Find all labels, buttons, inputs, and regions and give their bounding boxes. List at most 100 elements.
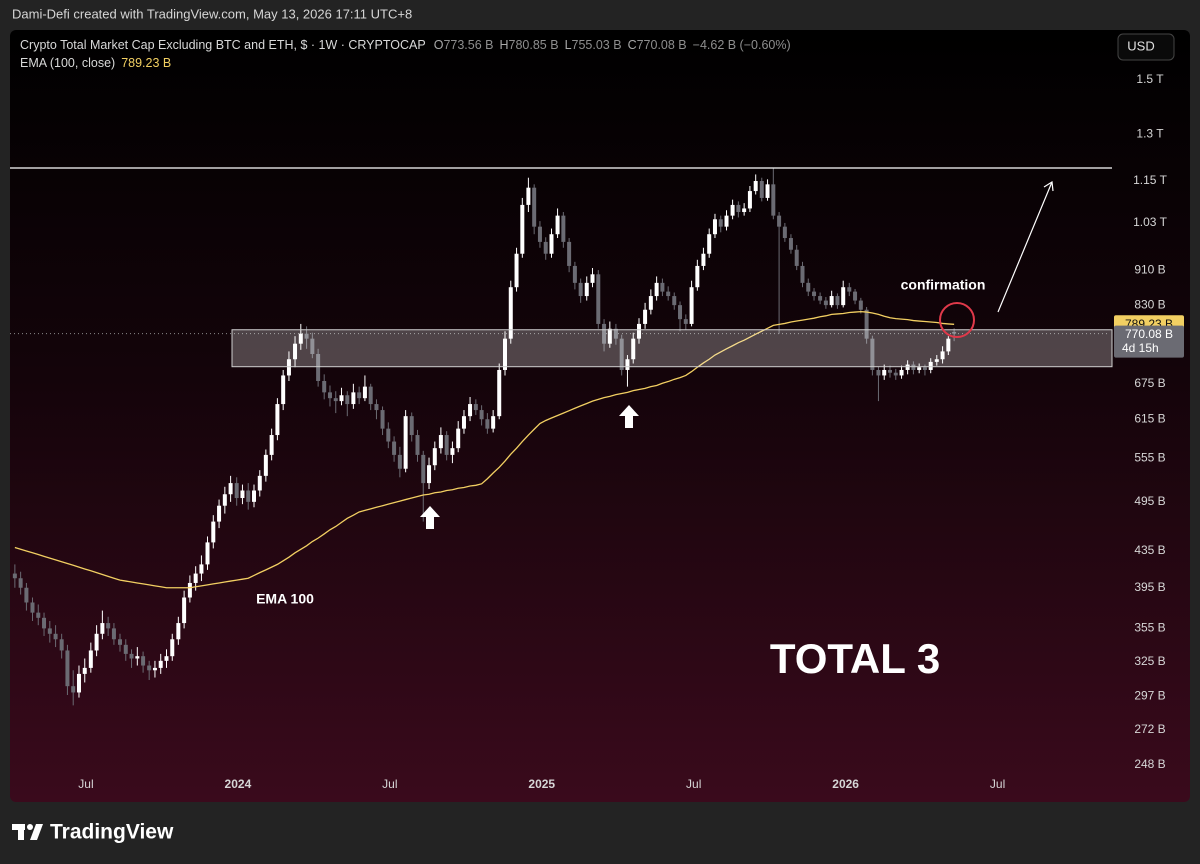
y-tick-label: 435 B [1134,543,1165,557]
logo-shape [18,824,24,840]
candle-body [397,454,402,469]
candle-body [298,333,303,344]
change: −4.62 B (−0.60%) [693,38,791,52]
x-tick-label: 2024 [225,777,252,791]
candle-body [777,215,782,227]
ohlc-letter: O [434,38,444,52]
candle-body [917,367,922,370]
candle-body [508,287,513,339]
candle-body [567,241,572,266]
candle-body [76,673,81,693]
candle-body [82,667,87,674]
candle-body [666,291,671,297]
candle-body [561,215,566,242]
candle-body [549,234,554,254]
ohlc-letter: L [565,38,572,52]
candle-body [111,628,116,640]
candle-body [380,410,385,429]
candle-body [339,395,344,402]
x-tick-label: Jul [382,777,397,791]
x-tick-label: Jul [686,777,701,791]
candle-body [316,353,321,381]
candle-body [800,265,805,283]
candle-body [689,287,694,324]
candle-body [946,338,951,352]
candle-body [765,184,770,198]
candle-body [100,623,105,634]
up-arrow [420,506,440,529]
candle-body [701,253,706,266]
candle-body [333,398,338,402]
candle-body [695,265,700,288]
ohlc-letter: H [499,38,508,52]
candle-body [205,542,210,565]
candle-body [129,653,134,659]
candle-body [823,300,828,306]
y-tick-label: 615 B [1134,411,1165,425]
candle-body [543,241,548,254]
candle-body [870,338,875,370]
candle-body [619,338,624,370]
candle-body [818,296,823,301]
currency-button[interactable]: USD [1117,33,1175,61]
candle-body [485,419,490,429]
candle-body [246,490,251,502]
candle-body [211,521,216,543]
candle-body [421,454,426,484]
price-badge-label: 770.08 B [1125,327,1173,341]
y-tick-label: 272 B [1134,722,1165,736]
candle-body [847,287,852,292]
candle-body [450,448,455,455]
ohlc-value: 755.03 B [572,38,622,52]
candle-body [876,369,881,376]
candle-body [88,650,93,668]
currency-button-frame[interactable] [1117,33,1175,61]
candle-body [928,361,933,370]
candle-body [164,656,169,661]
candle-body [724,215,729,227]
legend-line: Crypto Total Market Cap Excluding BTC an… [20,38,791,52]
candle-body [602,323,607,344]
tradingview-logo: TradingView [12,821,174,844]
candle-body [742,208,747,213]
annotation-text: confirmation [901,277,986,293]
currency-label[interactable]: USD [1127,38,1154,53]
candle-body [782,226,787,239]
ema-value: 789.23 B [121,56,171,70]
y-tick-label: 495 B [1134,494,1165,508]
y-tick-label: 1.3 T [1136,127,1164,141]
x-tick-label: 2026 [832,777,859,791]
candle-body [940,351,945,360]
candle-body [456,428,461,449]
candle-body [170,639,175,657]
candle-body [468,404,473,417]
candle-body [613,328,618,339]
candle-body [293,343,298,360]
candle-body [357,392,362,399]
logo-shape [30,824,43,840]
candle-body [514,253,519,288]
candle-body [882,369,887,376]
y-tick-label: 248 B [1134,757,1165,771]
candle-body [637,323,642,339]
candle-body [327,392,332,399]
candle-body [252,490,257,502]
candle-body [368,386,373,405]
candle-body [771,184,776,216]
candle-body [444,435,449,455]
candle-body [864,309,869,339]
candle-body [747,191,752,209]
candle-body [176,623,181,640]
candle-body [118,639,122,645]
candle-body [310,338,315,354]
price-badge [1114,325,1184,358]
up-arrow [619,405,639,428]
ema-name: EMA (100, close) [20,56,115,70]
y-tick-label: 910 B [1134,262,1165,276]
candle-body [718,219,723,227]
candle-body [473,404,478,411]
candle-body [222,494,227,506]
candle-body [47,628,52,634]
candle-body [590,274,595,283]
candle-body [461,416,466,429]
